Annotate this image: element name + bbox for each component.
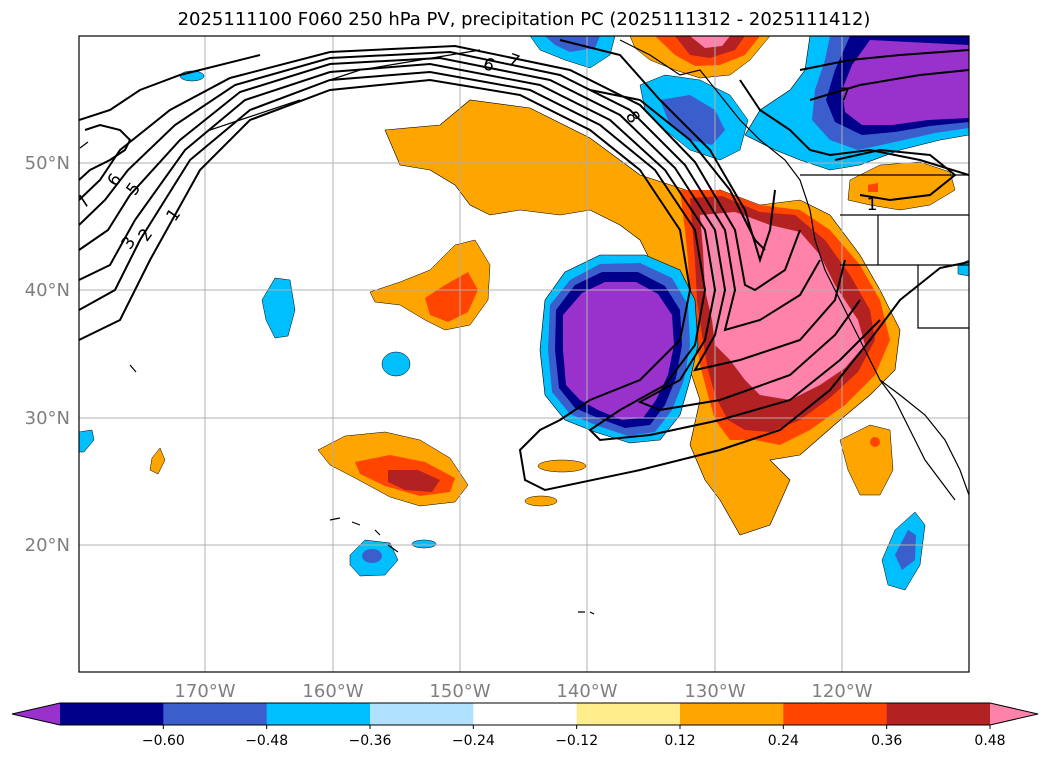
lon-label-130w: 130°W <box>684 681 745 702</box>
precip-gulf-red <box>868 183 878 192</box>
pv-label: 1 <box>867 195 878 215</box>
map-content: 1 2 3 5 6 7 6 7 8 7 1 <box>79 36 969 672</box>
colorbar-swatch <box>473 703 578 725</box>
latitude-labels: 50°N 40°N 30°N 20°N <box>25 153 70 556</box>
precip-negative-n-mid <box>660 95 725 145</box>
colorbar-swatch <box>783 703 888 725</box>
colorbar-tick-label: −0.60 <box>142 733 185 749</box>
coastlines <box>79 39 969 615</box>
colorbar-tick-label: 0.24 <box>768 733 799 749</box>
pv-label: 7 <box>840 85 851 105</box>
precip-negative-core-purple <box>563 282 674 420</box>
pv-contour-11 <box>834 148 957 202</box>
lat-label-20n: 20°N <box>25 535 70 556</box>
pv-contour-6 <box>79 44 801 292</box>
gridlines <box>79 36 969 672</box>
lon-label-170w: 170°W <box>174 681 235 702</box>
precip-small-patch-c <box>149 447 166 475</box>
precip-baja-red <box>870 437 880 447</box>
colorbar-extend-min <box>12 703 60 725</box>
lon-label-140w: 140°W <box>556 681 617 702</box>
pv-contour-1 <box>79 78 969 492</box>
lat-label-30n: 30°N <box>25 408 70 429</box>
pv-contour-9 <box>739 79 969 176</box>
precip-negative-west-edge <box>79 429 95 453</box>
lon-label-150w: 150°W <box>429 681 490 702</box>
hawaii-islands <box>329 517 399 553</box>
colorbar-swatch <box>886 703 991 725</box>
pv-contours <box>79 39 969 492</box>
lat-label-40n: 40°N <box>25 280 70 301</box>
us-state-lines <box>840 214 969 329</box>
precip-negative-ne-purple <box>842 40 969 125</box>
pv-contour-10 <box>799 49 969 101</box>
colorbar-swatch <box>370 703 474 725</box>
colorbar-swatch <box>163 703 268 725</box>
colorbar-tick-label: −0.36 <box>349 733 392 749</box>
pv-contour-5 <box>79 50 821 332</box>
pv-contour-7 <box>79 39 776 264</box>
colorbar-outline <box>11 702 1039 726</box>
map-frame <box>78 35 970 673</box>
colorbar-swatch <box>576 703 681 725</box>
precip-negative-blob-a <box>261 277 296 339</box>
precip-negative-blob-d <box>411 539 437 549</box>
precip-patch-40n-150w-red <box>425 272 478 322</box>
pv-contour-4 <box>79 56 846 372</box>
longitude-labels: 170°W 160°W 150°W 140°W 130°W 120°W <box>174 681 872 702</box>
lon-label-120w: 120°W <box>811 681 872 702</box>
colorbar-swatch <box>266 703 371 725</box>
pv-contour-3 <box>79 62 861 412</box>
precip-negative-mexico-mid <box>895 530 916 570</box>
colorbar-extend-max <box>990 703 1038 725</box>
colorbar-tick-label: 0.12 <box>664 733 695 749</box>
colorbar-swatch <box>680 703 784 725</box>
pv-contour-12 <box>79 123 132 181</box>
colorbar: −0.60 −0.48 −0.36 −0.24 −0.12 0.12 0.24 0.36 0.4… <box>11 702 1039 749</box>
precip-small-patch-a <box>537 459 587 473</box>
pv-contour-8 <box>589 89 766 251</box>
map-panel: 1 2 3 5 6 7 6 7 8 7 1 <box>78 35 970 673</box>
precip-small-patch-b <box>524 495 558 507</box>
small-islands <box>79 141 595 615</box>
precip-alaska-pink <box>690 36 730 48</box>
colorbar-tick-label: −0.24 <box>452 733 495 749</box>
precip-fill-layer <box>79 36 969 591</box>
colorbar-tick-label: 0.48 <box>974 733 1005 749</box>
alaska-islands <box>209 49 481 131</box>
precip-negative-hawaii-mid <box>362 549 382 563</box>
map-title: 2025111100 F060 250 hPa PV, precipitatio… <box>178 9 871 30</box>
baja-coast <box>879 379 956 501</box>
lat-label-50n: 50°N <box>25 153 70 174</box>
precip-patch-25n-155w-darkred <box>388 470 440 492</box>
colorbar-tick-label: −0.48 <box>245 733 288 749</box>
colorbar-tick-label: 0.36 <box>871 733 902 749</box>
pv-contour-2 <box>79 70 881 442</box>
colorbar-swatch <box>60 703 164 725</box>
north-america-coast <box>619 39 969 496</box>
precip-negative-blob-b <box>381 351 411 377</box>
lon-label-160w: 160°W <box>302 681 363 702</box>
colorbar-tick-label: −0.12 <box>555 733 598 749</box>
